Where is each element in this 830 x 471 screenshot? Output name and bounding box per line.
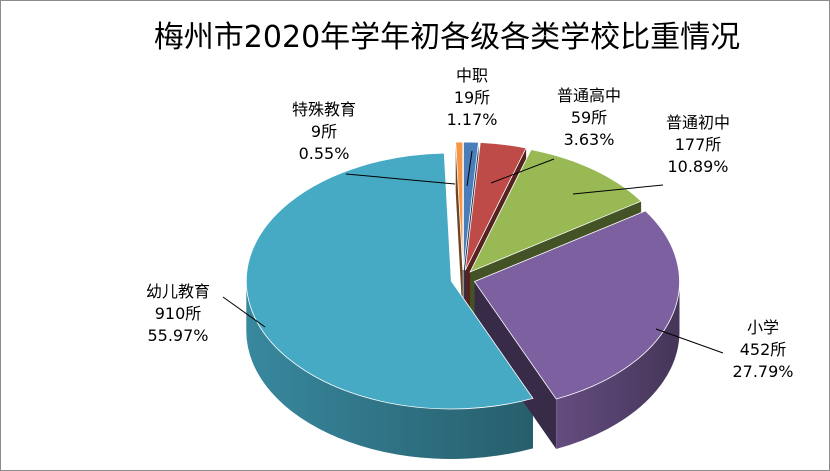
pie-slice-side-wall	[556, 281, 680, 449]
slice-label-count: 59所	[571, 108, 607, 127]
pie-labels-layer: 中职 19所 1.17% 普通高中 59所 3.63% 普通初中 177所 10.89% 小学 45…	[146, 66, 794, 381]
pie-slice-cut-wall	[455, 142, 463, 321]
slice-label-count: 9所	[311, 122, 337, 141]
leader-line	[222, 296, 266, 328]
slice-label: 特殊教育 9所 0.55%	[292, 100, 356, 163]
slice-label-percent: 1.17%	[447, 110, 498, 129]
slice-label: 普通高中 59所 3.63%	[557, 86, 621, 149]
pie-slice-中职	[463, 141, 479, 271]
slice-label-count: 452所	[740, 340, 787, 359]
leader-line	[345, 173, 456, 185]
leader-line	[572, 184, 664, 195]
leader-line	[655, 328, 724, 354]
pie-slice-普通高中	[464, 142, 527, 271]
leader-line	[490, 158, 555, 184]
slice-label-name: 特殊教育	[292, 100, 356, 119]
slice-label-name: 中职	[456, 66, 488, 85]
slice-label-percent: 10.89%	[667, 157, 728, 176]
slice-label-percent: 27.79%	[732, 362, 793, 381]
pie-top-layer	[245, 141, 680, 410]
slice-label: 普通初中 177所 10.89%	[666, 113, 730, 176]
slice-label: 幼儿教育 910所 55.97%	[146, 282, 210, 345]
slice-label: 小学 452所 27.79%	[732, 318, 793, 381]
slice-label-name: 小学	[747, 318, 779, 337]
slice-label-name: 普通初中	[666, 113, 730, 132]
slice-label-count: 910所	[155, 304, 202, 323]
pie-slice-幼儿教育	[245, 152, 534, 410]
slice-label-name: 幼儿教育	[146, 282, 210, 301]
pie-slice-普通初中	[469, 149, 642, 273]
slice-label-percent: 3.63%	[564, 130, 615, 149]
slice-label-percent: 0.55%	[299, 144, 350, 163]
pie-slice-特殊教育	[455, 141, 464, 271]
slice-label-count: 19所	[454, 88, 490, 107]
slice-label-percent: 55.97%	[147, 326, 208, 345]
leader-line	[466, 150, 473, 187]
chart-title: 梅州市2020年学年初各级各类学校比重情况	[154, 20, 740, 55]
slice-label-name: 普通高中	[557, 86, 621, 105]
slice-label-count: 177所	[675, 135, 722, 154]
pie-slice-cut-wall	[474, 281, 557, 449]
pie-slice-小学	[473, 210, 680, 400]
pie-slice-side-wall	[246, 280, 533, 459]
slice-label: 中职 19所 1.17%	[447, 66, 498, 129]
